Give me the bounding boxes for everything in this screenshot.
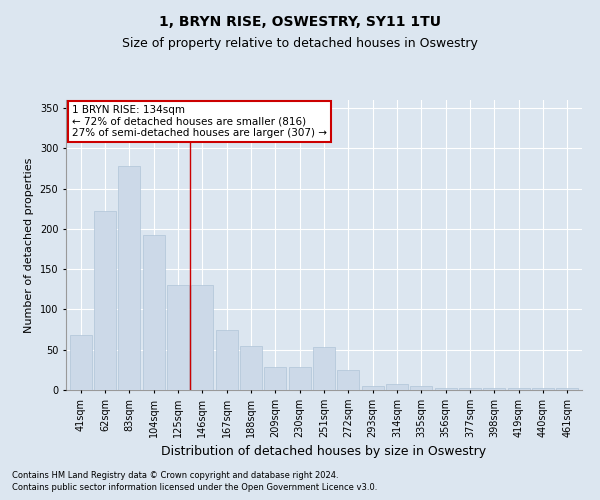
Text: 1 BRYN RISE: 134sqm
← 72% of detached houses are smaller (816)
27% of semi-detac: 1 BRYN RISE: 134sqm ← 72% of detached ho… (72, 105, 327, 138)
Text: Contains public sector information licensed under the Open Government Licence v3: Contains public sector information licen… (12, 484, 377, 492)
Bar (556, 388, 578, 390)
Bar (435, 388, 457, 390)
Bar (532, 388, 554, 390)
Bar (191, 286, 213, 390)
Text: 1, BRYN RISE, OSWESTRY, SY11 1TU: 1, BRYN RISE, OSWESTRY, SY11 1TU (159, 15, 441, 29)
Bar (265, 368, 286, 390)
Bar (410, 386, 433, 390)
Bar (70, 335, 92, 390)
Bar (337, 370, 359, 390)
Bar (118, 166, 140, 390)
Bar (508, 388, 530, 390)
Bar (94, 211, 116, 390)
Bar (459, 388, 481, 390)
Bar (240, 346, 262, 390)
Text: Contains HM Land Registry data © Crown copyright and database right 2024.: Contains HM Land Registry data © Crown c… (12, 471, 338, 480)
Text: Size of property relative to detached houses in Oswestry: Size of property relative to detached ho… (122, 38, 478, 51)
Y-axis label: Number of detached properties: Number of detached properties (24, 158, 34, 332)
Bar (484, 388, 505, 390)
Bar (313, 346, 335, 390)
X-axis label: Distribution of detached houses by size in Oswestry: Distribution of detached houses by size … (161, 446, 487, 458)
Bar (386, 384, 408, 390)
Bar (289, 368, 311, 390)
Bar (362, 386, 383, 390)
Bar (167, 286, 189, 390)
Bar (143, 236, 164, 390)
Bar (215, 330, 238, 390)
